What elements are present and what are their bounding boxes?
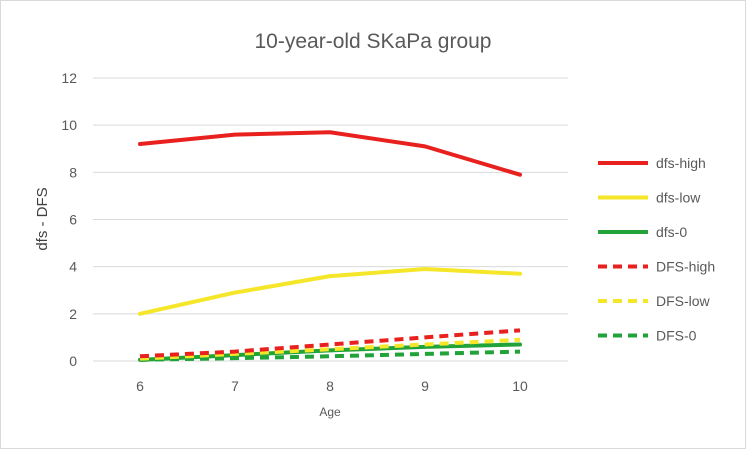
y-tick-label: 2 <box>69 306 77 322</box>
legend-label: DFS-low <box>656 293 711 309</box>
x-tick-label: 9 <box>421 378 429 394</box>
legend-label: dfs-low <box>656 190 701 206</box>
series-lines <box>138 130 522 362</box>
y-tick-label: 4 <box>69 259 77 275</box>
series-line-dfs-0 <box>139 349 521 362</box>
series-line-dfs-high <box>138 130 522 177</box>
x-tick-label: 7 <box>231 378 239 394</box>
x-tick-label: 8 <box>326 378 334 394</box>
chart-title: 10-year-old SKaPa group <box>255 30 492 53</box>
series-line-dfs-low <box>139 337 521 361</box>
gridlines <box>93 77 568 362</box>
legend-label: dfs-0 <box>656 224 687 240</box>
y-tick-label: 10 <box>61 117 77 133</box>
legend-label: DFS-high <box>656 259 715 275</box>
y-axis-label: dfs - DFS <box>34 187 51 250</box>
y-tick-label: 6 <box>69 212 77 228</box>
legend-label: DFS-0 <box>656 328 697 344</box>
y-tick-label: 0 <box>69 353 77 369</box>
x-axis-label: Age <box>319 405 341 419</box>
legend-label: dfs-high <box>656 155 706 171</box>
legend: dfs-high dfs-low dfs-0 DFS-high DFS-low DFS-0 <box>598 155 715 344</box>
series-line-dfs-high <box>139 328 521 359</box>
x-tick-labels: 6 7 8 9 10 <box>136 378 528 394</box>
series-line-dfs-low <box>138 267 522 316</box>
x-tick-label: 10 <box>512 378 528 394</box>
x-tick-label: 6 <box>136 378 144 394</box>
y-tick-label: 8 <box>69 164 77 180</box>
y-tick-labels: 0 2 4 6 8 10 12 <box>61 70 77 369</box>
y-tick-label: 12 <box>61 70 77 86</box>
